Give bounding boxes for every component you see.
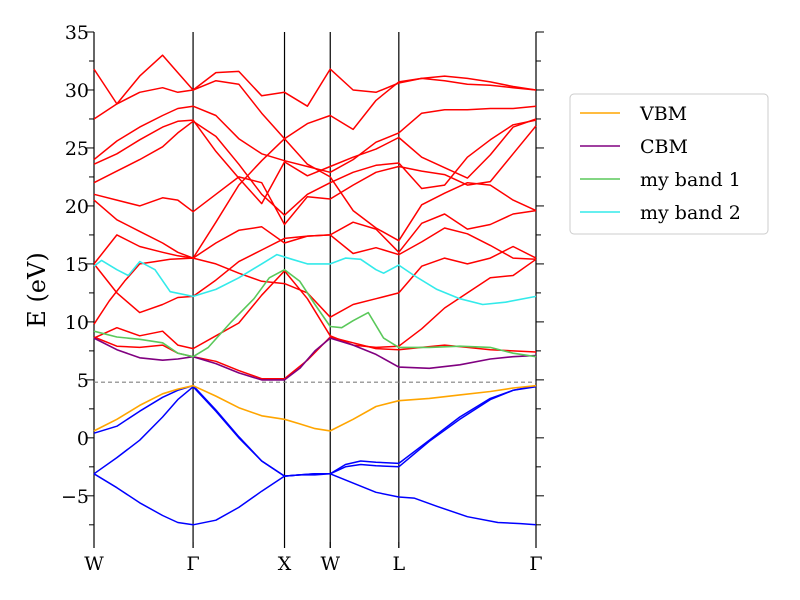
conduction-band-line [93,54,537,107]
y-tick-label: −5 [61,486,89,508]
kpoint-divider-lines [192,32,400,548]
x-tick-label: L [393,553,406,575]
y-tick-label: 15 [65,254,89,276]
conduction-band-line [93,245,537,325]
conduction-band-line [93,105,537,174]
y-tick-label: 35 [65,22,89,44]
plot-background [94,32,536,548]
series-line-cbm [93,337,537,381]
legend-label: my band 1 [640,169,741,191]
conduction-band-line [93,209,537,265]
series-line-my-band-1 [93,268,537,358]
y-tick-label: 0 [77,428,89,450]
x-tick-label: W [320,553,340,575]
y-tick-label: 5 [77,370,89,392]
band-lines [93,54,537,526]
conduction-band-line [93,118,537,205]
x-tick-label: Γ [529,553,542,575]
legend-label: my band 2 [640,202,741,224]
y-tick-label: 30 [65,80,89,102]
conduction-band-line [93,77,537,140]
legend-label: CBM [640,136,688,158]
conduction-band-line [93,137,537,259]
series-line-my-band-2 [93,253,537,306]
conduction-band-line [93,119,537,216]
x-tick-label: X [278,553,292,575]
y-tick-label: 20 [65,196,89,218]
y-tick-label: 25 [65,138,89,160]
legend-box [569,93,769,235]
plot-area [93,32,537,548]
legend-label: VBM [639,103,687,125]
legend: VBM CBM my band 1 my band 2 [569,93,769,235]
y-axis-label: E (eV) [23,252,51,327]
x-tick-label: Γ [186,553,199,575]
y-tick-label: 10 [65,312,89,334]
x-tick-label: W [84,553,104,575]
series-line-vbm [93,384,537,432]
valence-band-line [93,473,537,526]
axis-ticks [86,31,544,548]
y-tick-labels: −5 0 5 10 15 20 25 30 35 [61,22,89,508]
conduction-band-line [93,125,537,226]
